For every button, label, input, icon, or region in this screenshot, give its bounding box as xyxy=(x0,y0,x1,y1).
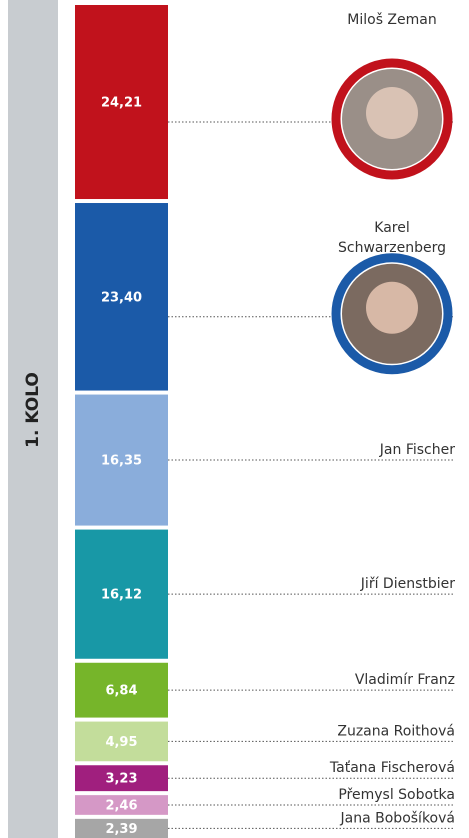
page: 1. KOLO 24,21 23,40 16,35 Jan Fischer 16,12 J… xyxy=(0,0,469,838)
value-label: 6,84 xyxy=(105,684,137,699)
value-label: 16,12 xyxy=(101,588,142,603)
value-label: 4,95 xyxy=(105,735,137,750)
candidate-name: Miloš Zeman xyxy=(317,10,467,30)
value-label: 2,39 xyxy=(105,822,137,837)
candidate-name: Vladimír Franz xyxy=(355,672,455,688)
chart: 1. KOLO 24,21 23,40 16,35 Jan Fischer 16,12 J… xyxy=(0,0,469,838)
value-label: 3,23 xyxy=(105,772,137,787)
photo-face xyxy=(366,282,418,334)
candidate-name: Jana Bobošíková xyxy=(340,810,455,826)
candidate-name: Taťana Fischerová xyxy=(329,760,455,776)
candidate-name: Přemysl Sobotka xyxy=(338,787,455,803)
candidate-name: Karel Schwarzenberg xyxy=(332,218,452,258)
chart-title: 1. KOLO xyxy=(23,372,43,448)
candidate-name: Jiří Dienstbier xyxy=(360,576,455,592)
photo-face xyxy=(366,87,418,139)
value-label: 16,35 xyxy=(101,454,142,469)
value-label: 24,21 xyxy=(101,96,142,111)
value-label: 2,46 xyxy=(105,798,137,813)
value-label: 23,40 xyxy=(101,290,142,305)
candidate-name: Zuzana Roithová xyxy=(337,723,455,739)
candidate-name: Jan Fischer xyxy=(379,442,455,458)
